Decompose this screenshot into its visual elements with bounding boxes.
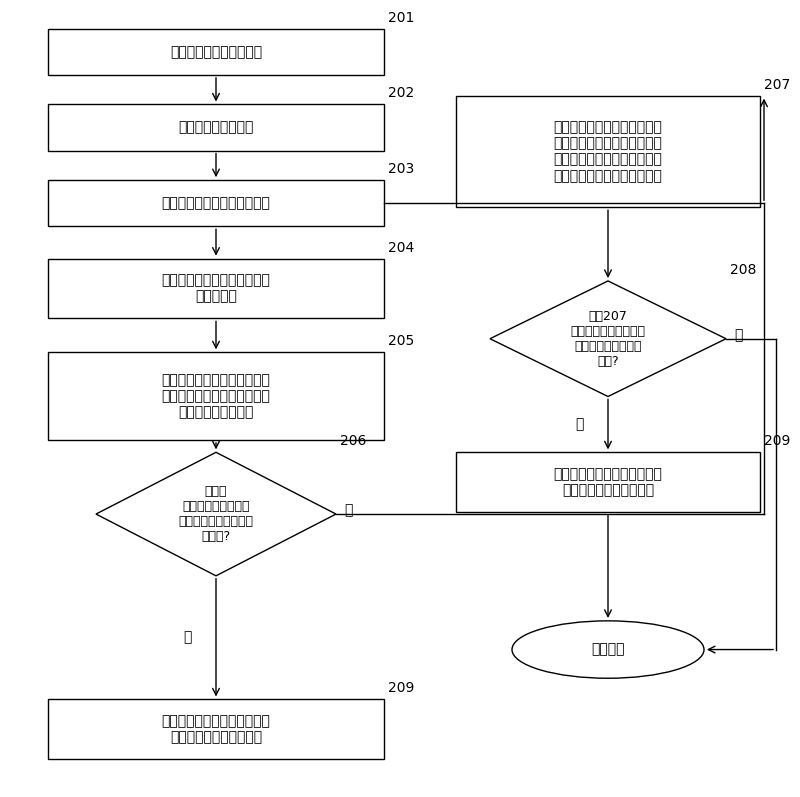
Text: 提取待匹配图像的显著性区域: 提取待匹配图像的显著性区域 xyxy=(162,196,270,210)
FancyBboxPatch shape xyxy=(48,700,384,759)
Text: 是: 是 xyxy=(184,630,192,645)
FancyBboxPatch shape xyxy=(48,104,384,151)
Text: 209: 209 xyxy=(764,434,790,448)
Polygon shape xyxy=(96,453,336,576)
Text: 结束操作: 结束操作 xyxy=(591,642,625,657)
FancyBboxPatch shape xyxy=(48,29,384,75)
Polygon shape xyxy=(490,281,726,397)
FancyBboxPatch shape xyxy=(48,258,384,319)
Text: 根据特征点匹配对获取待匹配
图像之间的对极几何参数: 根据特征点匹配对获取待匹配 图像之间的对极几何参数 xyxy=(554,467,662,497)
FancyBboxPatch shape xyxy=(48,180,384,226)
Text: 205: 205 xyxy=(388,334,414,348)
Text: 步骤207
中获取的特征点匹配对
数目大于等于预设的
阈值?: 步骤207 中获取的特征点匹配对 数目大于等于预设的 阈值? xyxy=(570,310,646,367)
FancyBboxPatch shape xyxy=(456,96,760,207)
Text: 209: 209 xyxy=(388,681,414,695)
Text: 待匹配
图像之间的特征点匹
配对数目大于等于预设
的阈值?: 待匹配 图像之间的特征点匹 配对数目大于等于预设 的阈值? xyxy=(178,485,254,543)
Text: 202: 202 xyxy=(388,86,414,100)
Text: 根据特征点匹配对获取待匹配
图像之间的对极几何参数: 根据特征点匹配对获取待匹配 图像之间的对极几何参数 xyxy=(162,714,270,744)
Text: 206: 206 xyxy=(340,434,366,448)
Text: 207: 207 xyxy=(764,77,790,92)
Text: 将一待匹配图像的所有特征点
与另一个待匹配图像的所有特
征点进行特征点匹配，获取待
匹配图像之间的特征点匹配对: 将一待匹配图像的所有特征点 与另一个待匹配图像的所有特 征点进行特征点匹配，获取… xyxy=(554,120,662,183)
Text: 否: 否 xyxy=(734,328,742,342)
Text: 201: 201 xyxy=(388,10,414,25)
Ellipse shape xyxy=(512,621,704,678)
Text: 获取特征点的不变量: 获取特征点的不变量 xyxy=(178,120,254,135)
Text: 204: 204 xyxy=(388,241,414,255)
FancyBboxPatch shape xyxy=(48,352,384,440)
Text: 获取显著性区域匹配对之间的
特征点匹配对作为待匹配图像
之间的特征点匹配对: 获取显著性区域匹配对之间的 特征点匹配对作为待匹配图像 之间的特征点匹配对 xyxy=(162,373,270,419)
Text: 203: 203 xyxy=(388,162,414,176)
Text: 提取待匹配图像的特征点: 提取待匹配图像的特征点 xyxy=(170,45,262,59)
Text: 208: 208 xyxy=(730,263,756,277)
Text: 是: 是 xyxy=(576,418,584,431)
Text: 获取待匹配图像之间的显著性
区域匹配对: 获取待匹配图像之间的显著性 区域匹配对 xyxy=(162,273,270,304)
Text: 否: 否 xyxy=(344,503,352,517)
FancyBboxPatch shape xyxy=(456,453,760,512)
